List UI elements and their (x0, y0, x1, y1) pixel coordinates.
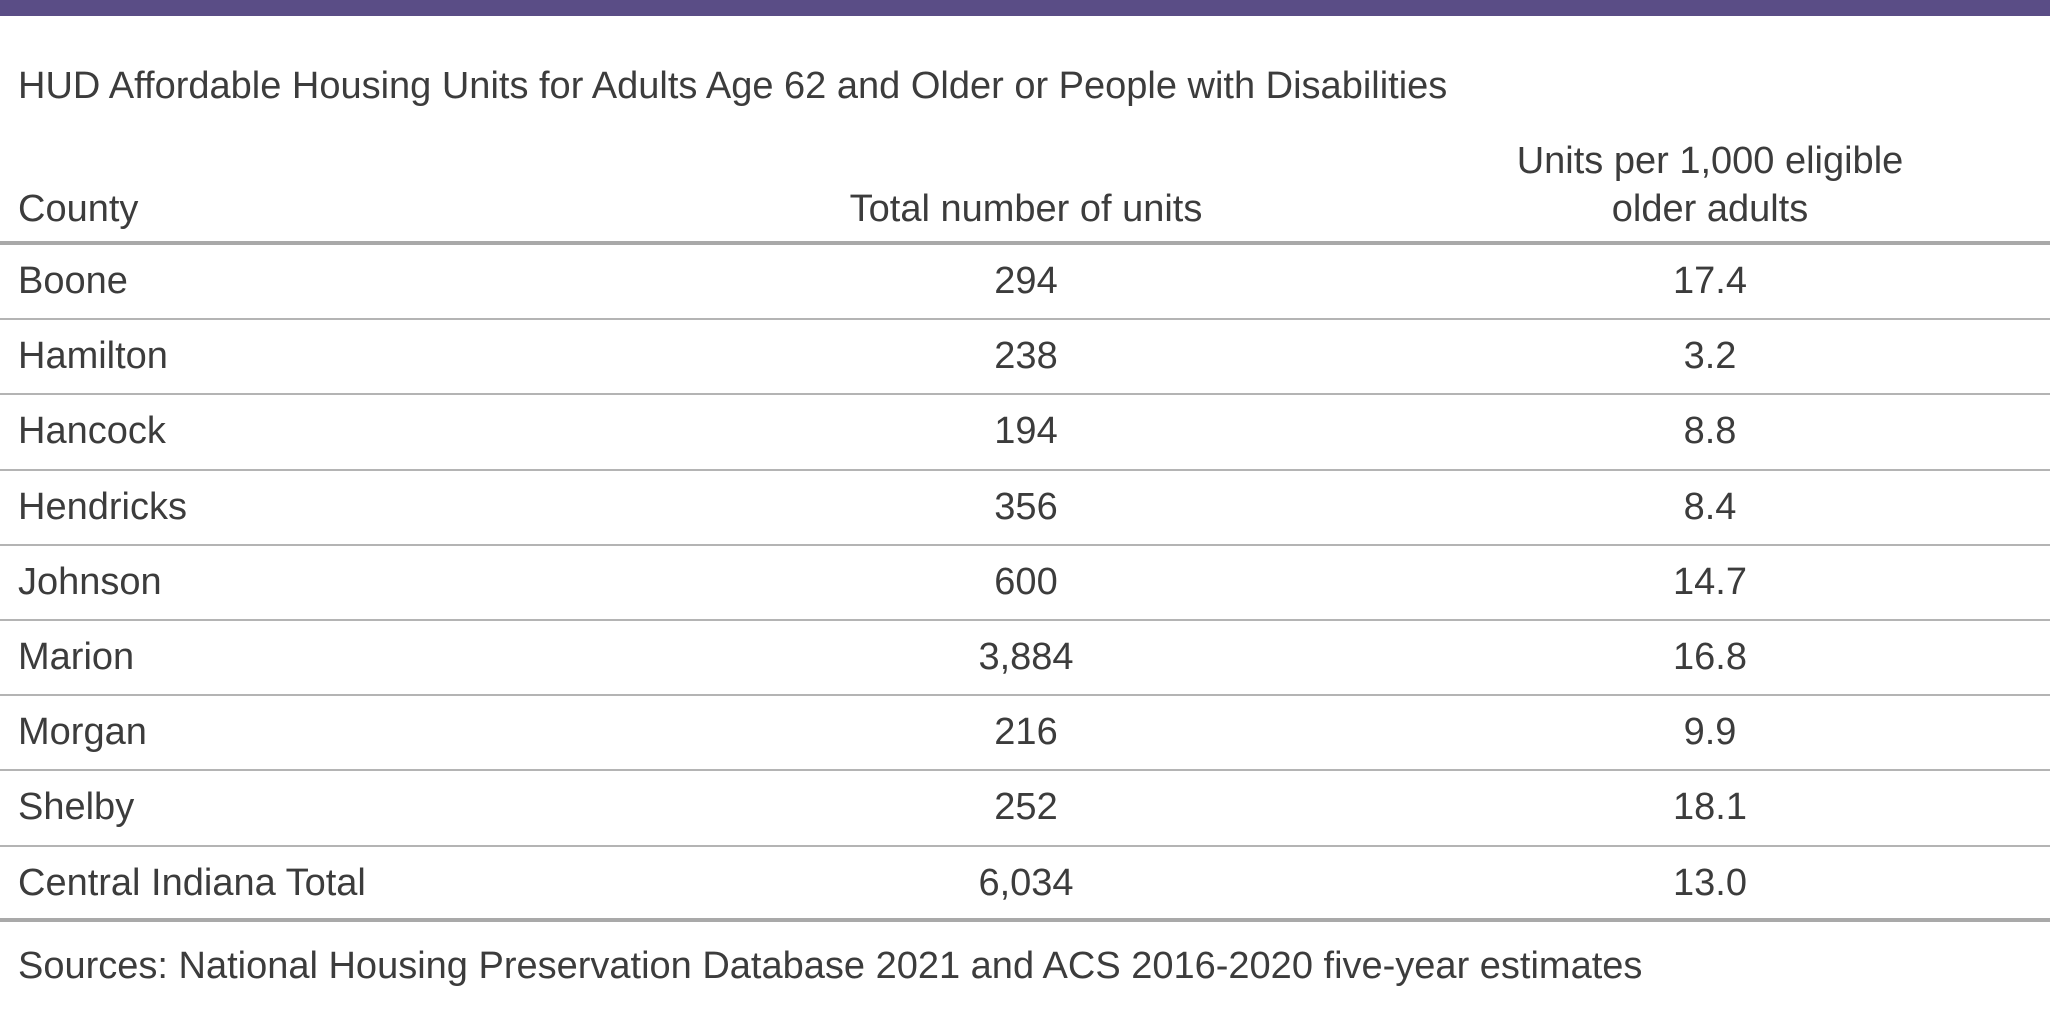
column-header-units-per-1000-line-1: Units per 1,000 eligible (1516, 140, 1904, 182)
units-per-1000-cell: 18.1 (1673, 786, 1747, 829)
units-per-1000-cell: 17.4 (1673, 260, 1747, 302)
total-units-cell: 294 (994, 260, 1058, 302)
table-row: Marion 3,884 16.8 (0, 621, 2050, 697)
column-header-total-units: Total number of units (849, 188, 1203, 230)
source-note: Sources: National Housing Preservation D… (18, 945, 1643, 987)
county-cell: Johnson (18, 560, 162, 603)
county-cell: Shelby (18, 786, 135, 829)
county-cell: Marion (18, 635, 135, 678)
county-cell: Boone (18, 260, 128, 302)
county-cell: Hancock (18, 410, 166, 453)
top-accent-bar (0, 0, 2050, 16)
table-title: HUD Affordable Housing Units for Adults … (18, 65, 1448, 107)
column-header-units-per-1000-line-2: older adults (1611, 188, 1809, 230)
county-cell: Morgan (18, 711, 147, 754)
column-header-units-per-1000: Units per 1,000 eligible older adults (1460, 137, 1960, 233)
table-body: Boone 294 17.4 Hamilton 238 3.2 Hancock 194 8.8 H… (0, 245, 2050, 922)
total-units-cell: 356 (994, 485, 1058, 528)
county-cell: Central Indiana Total (18, 861, 366, 904)
total-units-cell: 194 (994, 410, 1058, 453)
table-row: Hamilton 238 3.2 (0, 320, 2050, 396)
table-row: Boone 294 17.4 (0, 245, 2050, 321)
total-units-cell: 6,034 (978, 861, 1074, 904)
table-row: Hancock 194 8.8 (0, 395, 2050, 471)
units-per-1000-cell: 14.7 (1673, 560, 1747, 603)
units-per-1000-cell: 9.9 (1683, 711, 1737, 754)
table-row: Morgan 216 9.9 (0, 696, 2050, 772)
total-units-cell: 216 (994, 711, 1058, 754)
county-cell: Hamilton (18, 335, 168, 378)
units-per-1000-cell: 3.2 (1683, 335, 1737, 378)
total-units-cell: 600 (994, 560, 1058, 603)
table-row: Shelby 252 18.1 (0, 771, 2050, 847)
table-row: Hendricks 356 8.4 (0, 471, 2050, 546)
housing-units-table: County Total number of units Units per 1… (0, 140, 2050, 922)
column-header-county: County (18, 188, 139, 230)
units-per-1000-cell: 13.0 (1673, 861, 1747, 904)
table-row: Johnson 600 14.7 (0, 546, 2050, 621)
units-per-1000-cell: 8.8 (1683, 410, 1737, 453)
total-units-cell: 252 (994, 786, 1058, 829)
units-per-1000-cell: 16.8 (1673, 635, 1747, 678)
total-units-cell: 238 (994, 335, 1058, 378)
total-units-cell: 3,884 (978, 635, 1074, 678)
table-row-total: Central Indiana Total 6,034 13.0 (0, 847, 2050, 922)
table-header-row: County Total number of units Units per 1… (0, 140, 2050, 245)
county-cell: Hendricks (18, 485, 187, 528)
units-per-1000-cell: 8.4 (1683, 485, 1737, 528)
